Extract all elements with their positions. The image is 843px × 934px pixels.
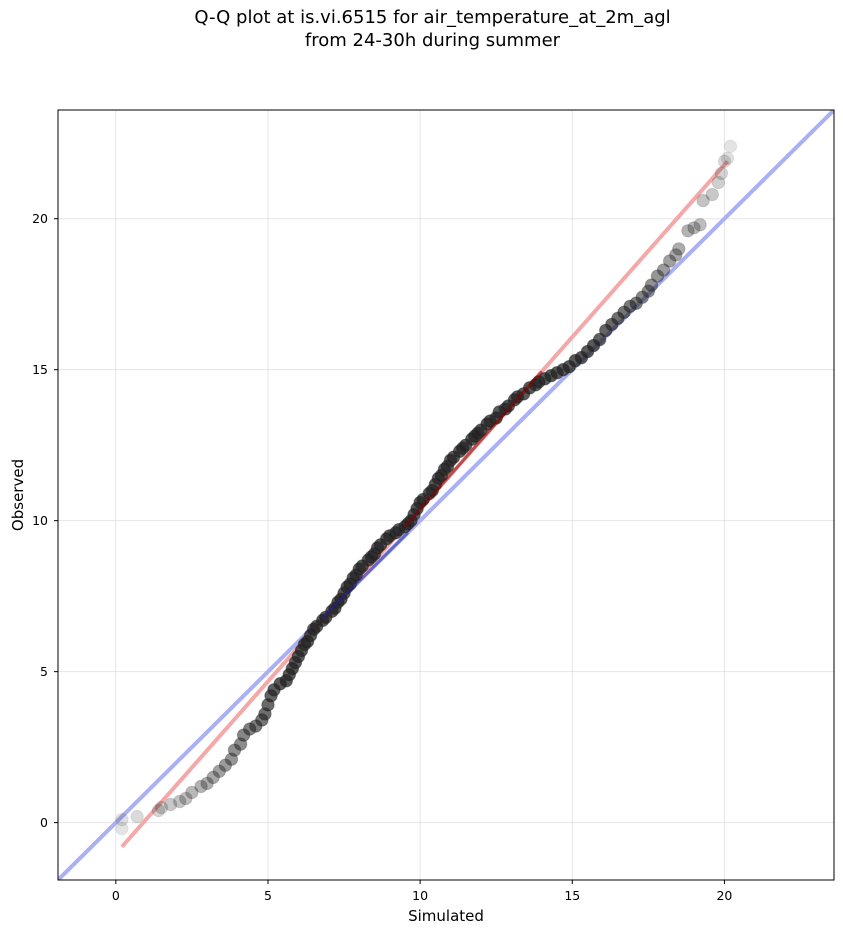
chart-title-line-2: from 24-30h during summer	[304, 30, 561, 51]
data-point	[644, 278, 659, 292]
data-point	[179, 791, 193, 806]
data-point	[130, 809, 144, 824]
y-axis-label: Observed	[9, 459, 27, 531]
data-point	[656, 263, 671, 277]
data-point	[154, 800, 169, 815]
y-tick-label: 0	[40, 815, 48, 830]
data-point	[592, 332, 607, 347]
axis-ticks: 0 5 10 15 20 0 5 10 15 20	[32, 211, 732, 903]
x-tick-label: 10	[412, 888, 428, 903]
data-point	[672, 242, 686, 256]
reference-lines	[58, 110, 834, 880]
data-point	[720, 151, 735, 166]
identity-line	[58, 110, 834, 880]
data-point	[669, 248, 683, 262]
data-point	[717, 154, 732, 169]
data-point	[194, 779, 208, 794]
data-point	[681, 224, 695, 238]
data-point	[218, 758, 233, 772]
plot-frame	[57, 109, 835, 881]
data-point	[115, 821, 129, 836]
x-tick-label: 15	[564, 888, 580, 903]
x-tick-label: 20	[716, 888, 732, 903]
data-point	[714, 166, 729, 181]
y-tick-label: 20	[32, 211, 48, 226]
y-tick-label: 15	[32, 362, 48, 377]
data-point	[163, 797, 178, 812]
y-tick-label: 5	[40, 664, 48, 679]
data-point	[687, 221, 701, 235]
chart-title-line-1: Q-Q plot at is.vi.6515 for air_temperatu…	[194, 7, 671, 28]
data-point	[696, 193, 710, 208]
data-point	[705, 187, 719, 202]
x-tick-label: 0	[112, 888, 120, 903]
grid-lines	[58, 110, 834, 880]
reference-line-cores	[321, 370, 543, 619]
data-points	[115, 139, 738, 836]
data-point	[212, 764, 226, 778]
data-point	[200, 776, 214, 791]
identity-line-core	[321, 531, 410, 619]
data-point	[711, 175, 726, 190]
data-point	[641, 284, 656, 298]
y-tick-label: 10	[32, 513, 48, 528]
data-point	[151, 803, 166, 818]
x-tick-label: 5	[264, 888, 272, 903]
chart-title: Q-Q plot at is.vi.6515 for air_temperatu…	[0, 6, 843, 52]
data-point	[185, 785, 199, 800]
data-point	[693, 218, 707, 232]
data-point	[650, 269, 665, 283]
x-axis-label: Simulated	[408, 907, 484, 925]
data-point	[662, 254, 677, 268]
data-point	[206, 770, 220, 785]
data-point	[115, 812, 129, 827]
data-point	[723, 139, 738, 153]
fit-line-core	[403, 370, 543, 528]
data-point	[173, 794, 187, 809]
data-point	[224, 752, 239, 766]
